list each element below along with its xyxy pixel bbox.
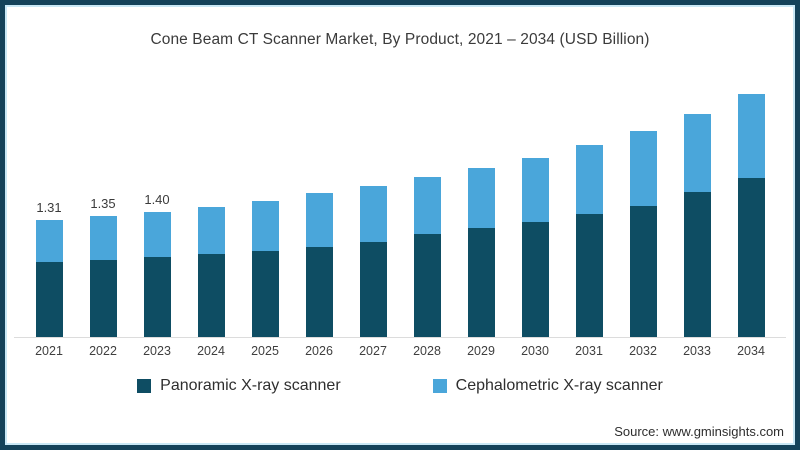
bar-segment-cephalometric-2029 <box>467 168 495 229</box>
bar-segment-panoramic-2023 <box>143 256 171 337</box>
bar-segment-cephalometric-2034 <box>737 94 765 179</box>
bar-segment-cephalometric-2026 <box>305 193 333 247</box>
x-axis-label-2034: 2034 <box>737 344 765 358</box>
x-axis-label-2024: 2024 <box>197 344 225 358</box>
bar-column-2029 <box>454 168 508 337</box>
legend-item-cephalometric: Cephalometric X-ray scanner <box>432 377 663 395</box>
bar-column-2030 <box>508 157 562 337</box>
bar-column-2031 <box>562 145 616 337</box>
bar-segment-cephalometric-2024 <box>197 206 225 254</box>
bar-segment-cephalometric-2025 <box>251 201 279 252</box>
bar-segment-panoramic-2028 <box>413 234 441 337</box>
bar-segment-panoramic-2034 <box>737 178 765 337</box>
bar-segment-panoramic-2022 <box>89 260 117 337</box>
bar-column-2032 <box>616 130 670 337</box>
bar-segment-panoramic-2025 <box>251 251 279 337</box>
x-axis-label-2031: 2031 <box>575 344 603 358</box>
bar-segment-panoramic-2031 <box>575 213 603 337</box>
x-axis-label-2025: 2025 <box>251 344 279 358</box>
bar-value-label-2022: 1.35 <box>90 196 116 212</box>
bar-column-2023: 1.40 <box>130 192 184 337</box>
bar-segment-panoramic-2032 <box>629 205 657 337</box>
bar-segment-panoramic-2026 <box>305 246 333 337</box>
bar-segment-cephalometric-2030 <box>521 157 549 222</box>
chart-title: Cone Beam CT Scanner Market, By Product,… <box>150 31 650 48</box>
x-axis-label-2028: 2028 <box>413 344 441 358</box>
plot-area: 1.31 1.35 1.40 <box>22 94 778 337</box>
x-axis-label-2026: 2026 <box>305 344 333 358</box>
bar-column-2028 <box>400 177 454 337</box>
bar-column-2021: 1.31 <box>22 200 76 337</box>
bar-segment-panoramic-2030 <box>521 221 549 337</box>
x-axis-label-2033: 2033 <box>683 344 711 358</box>
x-axis-label-2029: 2029 <box>467 344 495 358</box>
bar-segment-panoramic-2021 <box>35 262 63 337</box>
bar-column-2027 <box>346 186 400 337</box>
bar-segment-panoramic-2029 <box>467 228 495 337</box>
bar-segment-cephalometric-2027 <box>359 186 387 243</box>
bar-column-2025 <box>238 201 292 337</box>
source-text: Source: www.gminsights.com <box>614 424 784 439</box>
x-axis-label-2027: 2027 <box>359 344 387 358</box>
bar-segment-panoramic-2027 <box>359 242 387 337</box>
x-axis-line <box>14 337 786 338</box>
bar-segment-cephalometric-2028 <box>413 177 441 235</box>
legend-swatch-cephalometric-icon <box>432 379 447 393</box>
bar-segment-cephalometric-2022 <box>89 216 117 261</box>
x-axis-labels: 2021 2022 2023 2024 2025 2026 2027 2028 2029 2030… <box>22 344 778 358</box>
x-axis-label-2023: 2023 <box>143 344 171 358</box>
legend-swatch-panoramic-icon <box>137 379 152 393</box>
bar-column-2033 <box>670 113 724 337</box>
bar-segment-panoramic-2024 <box>197 253 225 337</box>
bar-value-label-2023: 1.40 <box>144 192 170 207</box>
x-axis-label-2021: 2021 <box>35 344 63 358</box>
bar-column-2026 <box>292 193 346 337</box>
x-axis-label-2032: 2032 <box>629 344 657 358</box>
bar-segment-cephalometric-2033 <box>683 113 711 193</box>
bar-column-2022: 1.35 <box>76 196 130 337</box>
bar-column-2024 <box>184 206 238 337</box>
legend: Panoramic X-ray scanner Cephalometric X-… <box>0 377 800 395</box>
legend-label-cephalometric: Cephalometric X-ray scanner <box>455 377 663 394</box>
x-axis-label-2030: 2030 <box>521 344 549 358</box>
bar-segment-cephalometric-2023 <box>143 212 171 257</box>
bar-segment-cephalometric-2021 <box>35 220 63 262</box>
bar-value-label-2021: 1.31 <box>36 200 62 216</box>
bar-segment-panoramic-2033 <box>683 192 711 337</box>
x-axis-label-2022: 2022 <box>89 344 117 358</box>
bar-segment-cephalometric-2031 <box>575 145 603 214</box>
legend-item-panoramic: Panoramic X-ray scanner <box>137 377 341 395</box>
bar-segment-cephalometric-2032 <box>629 130 657 206</box>
bar-column-2034 <box>724 94 778 337</box>
legend-label-panoramic: Panoramic X-ray scanner <box>160 377 341 394</box>
